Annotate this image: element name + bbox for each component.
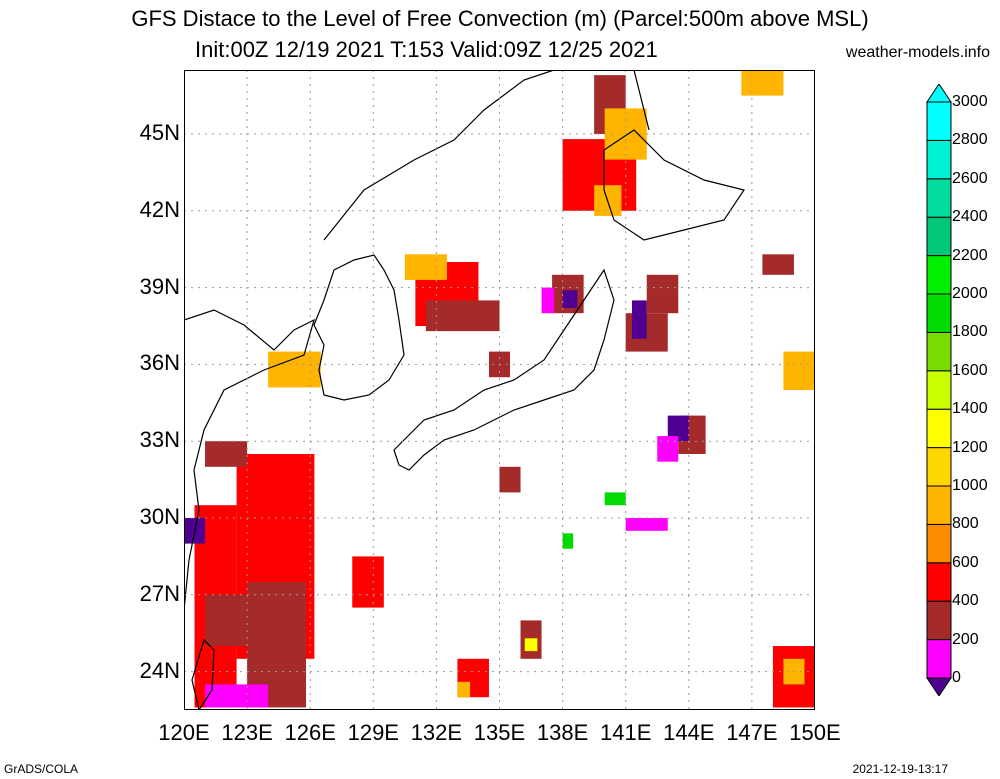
lfc-patch [562,290,578,309]
lfc-patch [268,351,321,388]
latitude-tick-label: 36N [139,350,180,376]
plot-frame [184,70,815,710]
colorbar-label: 1200 [952,438,988,456]
lfc-patch [632,300,647,339]
site-credit: weather-models.info [845,44,990,61]
colorbar-label: 1600 [952,361,988,379]
lfc-patch [646,274,679,314]
lfc-patch [205,594,248,646]
lfc-patch [783,351,815,390]
colorbar-label: 2200 [952,246,988,264]
longitude-tick-label: 123E [221,720,273,745]
longitude-tick-label: 135E [473,720,526,745]
colorbar-top-arrow [926,84,952,103]
colorbar-segment [926,639,952,679]
colorbar-label: 400 [952,592,979,610]
coastline-china [184,309,315,611]
colorbar-label: 600 [952,553,979,571]
lfc-patch [657,436,679,462]
colorbar-segment [926,370,952,410]
longitude-tick-label: 141E [599,720,652,745]
colorbar [926,84,952,696]
lfc-patch [499,466,521,493]
lfc-patch [604,492,626,506]
latitude-tick-label: 33N [139,427,180,453]
colorbar-label: 1800 [952,323,988,341]
longitude-tick-label: 144E [663,720,715,745]
footer-software: GrADS/COLA [4,762,79,776]
graticule-layer [184,70,815,710]
map-subtitle: Init:00Z 12/19 2021 T:153 Valid:09Z 12/2… [195,37,658,62]
colorbar-segment [926,485,952,525]
lfc-patch [762,254,794,275]
coastline-korea [313,254,405,401]
latitude-tick-label: 39N [139,273,180,299]
coastline-sakhalin [633,70,650,131]
lfc-patch [524,638,538,652]
colorbar-label: 1400 [952,400,988,418]
colorbar-label: 0 [952,669,961,686]
longitude-tick-label: 147E [726,720,778,745]
longitude-tick-label: 150E [789,720,841,745]
lfc-patch [457,681,471,698]
colorbar-segment [926,178,952,218]
colorbar-segment [926,255,952,295]
colorbar-segment [926,408,952,449]
lfc-patch [562,533,574,549]
map-plot [184,70,815,710]
colorbar-segment [926,331,952,372]
colorbar-label: 200 [952,630,979,648]
latitude-tick-label: 30N [139,504,180,529]
map-title: GFS Distace to the Level of Free Convect… [131,6,869,31]
longitude-tick-label: 132E [410,720,463,745]
footer-timestamp: 2021-12-19-13:17 [852,762,948,776]
colorbar-segment [926,216,952,257]
lfc-patch [425,300,500,332]
colorbar-bottom-arrow [926,677,952,696]
colorbar-segment [926,600,952,641]
longitude-tick-label: 129E [347,720,399,745]
colorbar-segment [926,562,952,602]
colorbar-segment [926,293,952,333]
lfc-patch [741,70,784,96]
colorbar-label: 3000 [952,93,988,110]
colorbar-segment [926,101,952,141]
lfc-patch [352,556,384,608]
lfc-patch [205,441,248,467]
longitude-tick-label: 126E [284,720,336,745]
colorbar-label: 2600 [952,169,988,187]
colorbar-label: 2000 [952,285,988,302]
colorbar-label: 2800 [952,131,988,149]
colorbar-label: 800 [952,515,979,533]
colorbar-segment [926,523,952,564]
latitude-tick-label: 42N [139,196,180,222]
colorbar-segment [926,447,952,487]
lfc-patch [205,684,269,708]
colorbar-label: 2400 [952,208,988,226]
coastline-hokkaido [603,129,745,241]
lfc-patch [667,415,689,442]
lfc-field-layer [184,70,815,708]
coastline-russia [323,70,555,241]
coastline-taiwan [191,638,215,710]
lfc-patch [541,287,555,314]
latitude-tick-label: 24N [139,657,180,683]
latitude-tick-label: 27N [139,580,180,606]
colorbar-segment [926,139,952,180]
longitude-tick-label: 138E [536,720,589,745]
lfc-patch [404,254,447,280]
latitude-tick-label: 45N [139,120,180,145]
colorbar-label: 1000 [952,477,988,494]
longitude-tick-label: 120E [158,720,210,745]
lfc-patch [625,518,668,531]
